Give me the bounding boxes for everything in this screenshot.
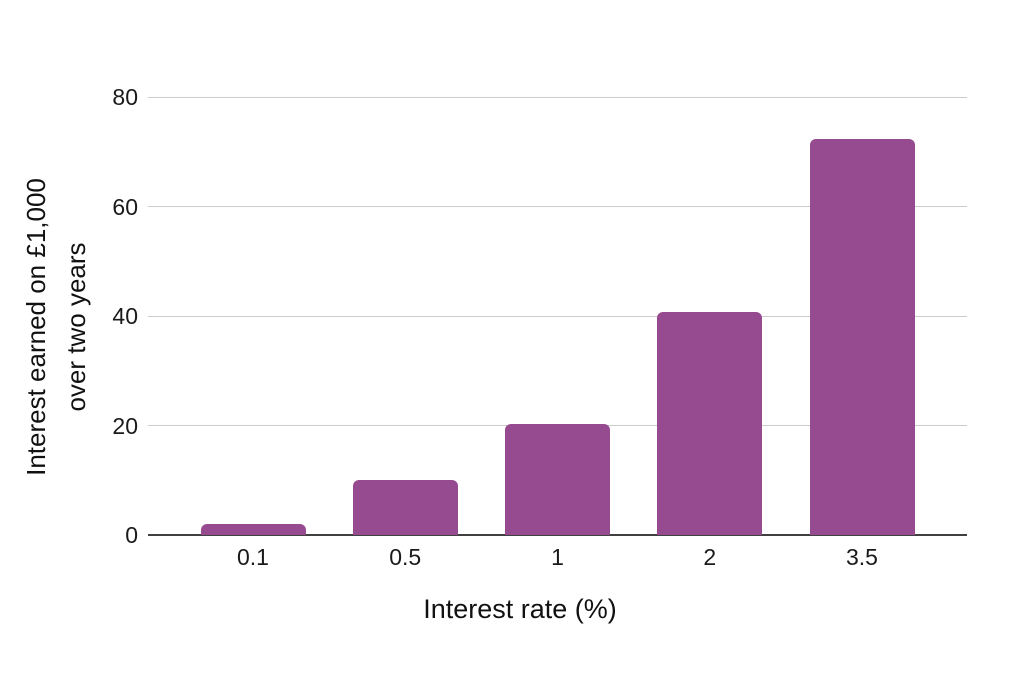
bar-1 xyxy=(505,424,610,535)
x-axis-line xyxy=(148,534,967,536)
y-tick-label-20: 20 xyxy=(112,412,138,439)
y-tick-label-0: 0 xyxy=(125,522,138,548)
x-tick-label-2: 2 xyxy=(703,544,717,570)
x-tick-label-0.1: 0.1 xyxy=(237,544,269,570)
bar-2 xyxy=(657,311,763,535)
bar-0.5 xyxy=(352,480,458,535)
y-axis-title-line-1: Interest earned on £1,000 xyxy=(21,178,51,476)
y-tick-label-80: 80 xyxy=(112,84,138,110)
gridline-y-80 xyxy=(148,96,967,98)
x-tick-label-1: 1 xyxy=(551,544,564,570)
y-tick-label-60: 60 xyxy=(112,193,138,220)
y-tick-label-40: 40 xyxy=(112,303,138,329)
x-axis-title: Interest rate (%) xyxy=(423,594,617,624)
gridline-y-60 xyxy=(148,206,967,207)
bar-0.1 xyxy=(200,524,306,535)
x-tick-label-0.5: 0.5 xyxy=(389,544,422,570)
x-tick-label-3.5: 3.5 xyxy=(846,544,878,570)
plot-area xyxy=(148,96,967,536)
gridline-y-40 xyxy=(148,315,967,317)
bar-3.5 xyxy=(809,139,915,535)
